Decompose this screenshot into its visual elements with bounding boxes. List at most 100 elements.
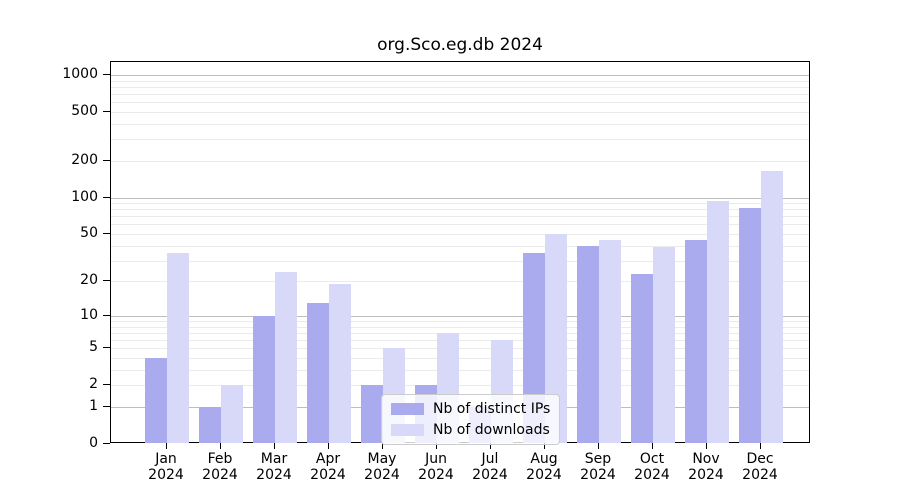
y-tick-label: 20 [80, 272, 98, 289]
y-tick-label: 0 [89, 435, 98, 451]
legend-swatch-downloads-icon [391, 424, 424, 436]
bar-downloads [707, 200, 729, 443]
x-tick-label: Oct 2024 [620, 451, 684, 483]
x-tick-year: 2024 [148, 467, 184, 483]
minor-gridline [111, 80, 809, 82]
y-tick-mark [103, 314, 110, 316]
x-tick-mark [490, 443, 491, 449]
x-tick-month: Jun [425, 451, 447, 467]
minor-gridline [111, 321, 809, 323]
x-tick-month: Oct [639, 451, 665, 467]
x-tick-mark [760, 443, 761, 449]
y-tick-mark [103, 405, 110, 407]
minor-gridline [111, 224, 809, 226]
x-tick-year: 2024 [418, 467, 454, 483]
minor-gridline [111, 111, 809, 113]
x-tick-label: Feb 2024 [188, 451, 252, 483]
minor-gridline [111, 385, 809, 387]
minor-gridline [111, 245, 809, 247]
minor-gridline [111, 203, 809, 205]
x-tick-label: Jul 2024 [458, 451, 522, 483]
major-gridline [111, 315, 809, 317]
x-tick-year: 2024 [472, 467, 508, 483]
x-tick-label: Nov 2024 [674, 451, 738, 483]
y-tick-label: 10 [80, 306, 98, 323]
y-tick-label: 1000 [62, 66, 98, 82]
chart-title: org.Sco.eg.db 2024 [377, 35, 543, 55]
minor-gridline [111, 234, 809, 235]
x-tick-year: 2024 [310, 467, 346, 483]
bar-distinct-ips [199, 406, 221, 443]
bar-distinct-ips [685, 239, 707, 443]
x-tick-month: Sep [584, 451, 612, 467]
y-tick-label: 1 [89, 397, 98, 414]
y-tick-label: 500 [71, 102, 98, 119]
legend-swatch-distinct-ips-icon [391, 403, 424, 415]
minor-gridline [111, 260, 809, 262]
minor-gridline [111, 139, 809, 141]
bars-layer [111, 62, 809, 443]
major-gridline [111, 197, 809, 199]
bar-downloads [167, 252, 189, 443]
x-tick-mark [544, 443, 545, 449]
x-tick-mark [274, 443, 275, 449]
bar-distinct-ips [577, 245, 599, 443]
bar-distinct-ips [361, 385, 383, 443]
bar-distinct-ips [307, 303, 329, 443]
bar-downloads [329, 283, 351, 443]
y-tick-mark [103, 110, 110, 112]
minor-gridline [111, 123, 809, 125]
bar-downloads [761, 170, 783, 443]
bar-downloads [275, 272, 297, 443]
x-tick-year: 2024 [634, 467, 670, 483]
x-tick-year: 2024 [580, 467, 616, 483]
y-tick-mark [103, 233, 110, 234]
x-tick-month: Feb [207, 451, 233, 467]
x-tick-mark [220, 443, 221, 449]
bar-downloads [653, 246, 675, 443]
minor-gridline [111, 348, 809, 350]
y-tick-mark [103, 74, 110, 75]
y-tick-label: 2 [89, 376, 98, 393]
x-tick-mark [652, 443, 653, 449]
minor-gridline [111, 340, 809, 342]
minor-gridline [111, 281, 809, 283]
x-tick-label: Dec 2024 [728, 451, 792, 483]
bar-distinct-ips [145, 358, 167, 443]
x-tick-month: Jul [481, 451, 499, 467]
minor-gridline [111, 369, 809, 371]
x-tick-month: May [367, 451, 397, 467]
minor-gridline [111, 102, 809, 104]
x-tick-year: 2024 [742, 467, 778, 483]
x-tick-label: Aug 2024 [512, 451, 576, 483]
x-tick-mark [706, 443, 707, 449]
x-tick-mark [328, 443, 329, 449]
x-tick-mark [166, 443, 167, 449]
minor-gridline [111, 326, 809, 328]
x-tick-year: 2024 [202, 467, 238, 483]
y-tick-mark [103, 280, 110, 282]
y-tick-label: 5 [89, 339, 98, 356]
x-tick-label: May 2024 [350, 451, 414, 483]
x-tick-label: Mar 2024 [242, 451, 306, 483]
x-tick-month: Aug [530, 451, 558, 467]
minor-gridline [111, 209, 809, 211]
y-tick-mark [103, 443, 110, 444]
minor-gridline [111, 160, 809, 162]
bar-distinct-ips [253, 315, 275, 443]
x-tick-month: Dec [746, 451, 774, 467]
y-tick-label: 50 [80, 225, 98, 241]
minor-gridline [111, 358, 809, 360]
bar-downloads [221, 385, 243, 443]
x-tick-year: 2024 [364, 467, 400, 483]
grid-layer [111, 62, 809, 442]
y-tick-label: 200 [71, 151, 98, 168]
x-tick-month: Apr [315, 451, 341, 467]
minor-gridline [111, 332, 809, 334]
x-tick-year: 2024 [256, 467, 292, 483]
legend: Nb of distinct IPs Nb of downloads [381, 394, 561, 445]
y-tick-label: 100 [71, 188, 98, 205]
x-tick-year: 2024 [526, 467, 562, 483]
x-tick-mark [598, 443, 599, 449]
legend-label-downloads: Nb of downloads [433, 422, 550, 438]
